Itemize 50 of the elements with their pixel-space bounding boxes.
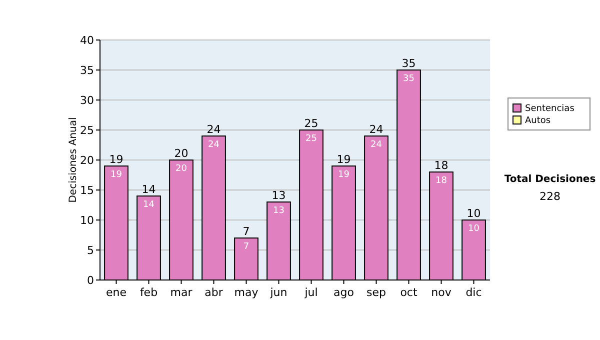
total-label: 25	[304, 117, 318, 130]
y-tick-label: 20	[80, 154, 94, 167]
total-label: 7	[242, 225, 250, 238]
text: 228	[540, 190, 560, 203]
y-tick-label: 30	[80, 94, 94, 107]
total-label: 13	[272, 189, 286, 202]
x-tick-label: ago	[334, 286, 354, 299]
data-label: 19	[338, 170, 350, 180]
y-tick-label: 35	[80, 64, 94, 77]
total-label: 18	[434, 159, 448, 172]
y-tick-label: 40	[80, 34, 94, 47]
x-tick-label: oct	[400, 286, 418, 299]
y-tick-label: 5	[87, 244, 94, 257]
total-label: 14	[142, 183, 156, 196]
total-label: 19	[109, 153, 124, 166]
data-label: 14	[143, 200, 155, 210]
x-tick-label: may	[234, 286, 259, 299]
y-tick-label: 10	[80, 214, 94, 227]
y-axis-title: Decisiones Anual	[68, 117, 79, 203]
data-label: 24	[208, 140, 220, 150]
x-tick-label: nov	[431, 286, 452, 299]
x-tick-label: jul	[304, 286, 318, 299]
data-label: 19	[110, 170, 122, 180]
x-tick-label: mar	[170, 286, 193, 299]
text: Total Decisiones	[504, 174, 596, 185]
total-label: 24	[206, 123, 221, 136]
y-tick-label: 25	[80, 124, 94, 137]
legend-label: Autos	[525, 116, 551, 126]
total-label: 10	[466, 207, 481, 220]
x-tick-label: dic	[466, 286, 482, 299]
total-label: 19	[336, 153, 351, 166]
x-tick-label: ene	[106, 286, 127, 299]
data-label: 25	[306, 134, 317, 144]
y-tick-label: 15	[80, 184, 94, 197]
total-label: 24	[369, 123, 384, 136]
total-label: 20	[174, 147, 188, 160]
data-label: 13	[273, 206, 284, 216]
legend-label: Sentencias	[525, 104, 575, 114]
data-label: 10	[468, 224, 480, 234]
x-tick-label: feb	[140, 286, 158, 299]
data-label: 35	[403, 74, 414, 84]
data-label: 18	[436, 176, 448, 186]
total-label: 35	[402, 57, 416, 70]
y-tick-label: 0	[87, 274, 94, 287]
data-label: 20	[176, 164, 188, 174]
x-tick-label: sep	[366, 286, 386, 299]
data-label: 24	[370, 140, 382, 150]
data-label: 7	[243, 242, 250, 252]
x-tick-label: jun	[269, 286, 288, 299]
x-tick-label: abr	[204, 286, 224, 299]
